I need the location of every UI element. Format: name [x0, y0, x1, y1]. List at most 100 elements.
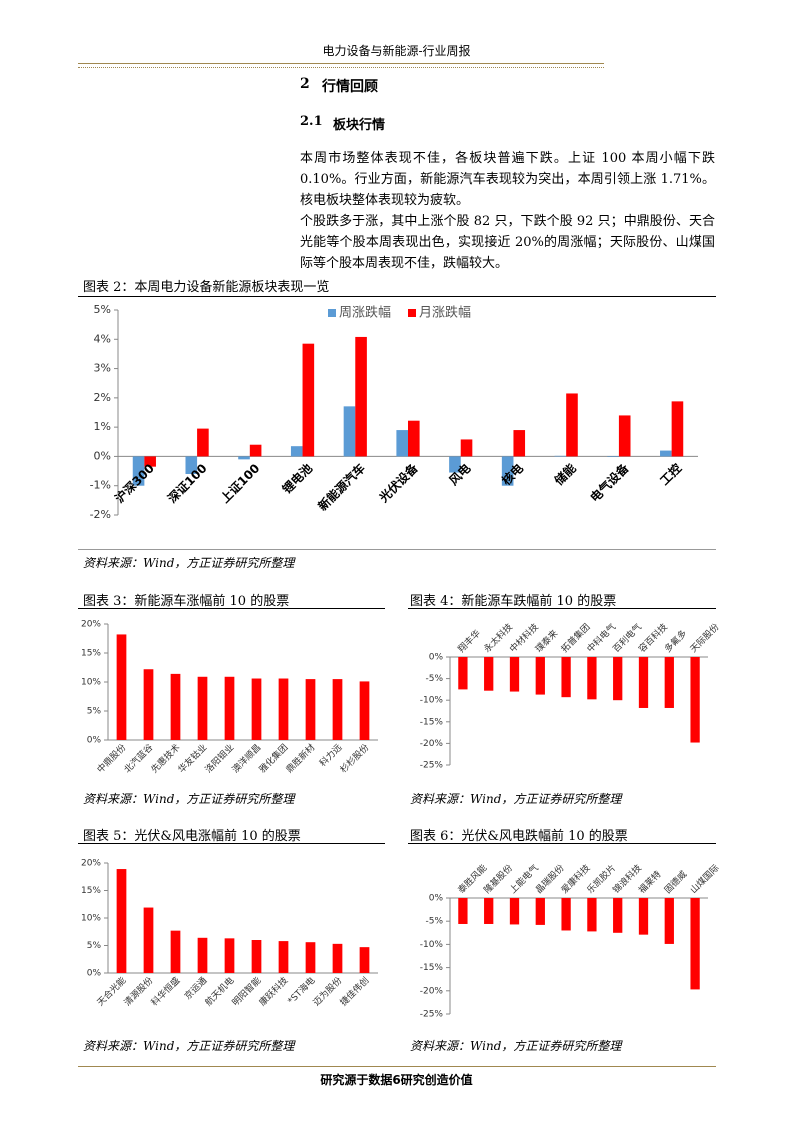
y-tick-label: -20%: [420, 739, 444, 749]
figure-caption: 图表 5：光伏&风电涨幅前 10 的股票: [83, 829, 301, 844]
y-tick-label: -25%: [420, 1010, 444, 1020]
bar: [535, 898, 545, 925]
x-tick-label: 澳洋顺昌: [229, 741, 263, 775]
y-tick-label: 20%: [81, 859, 101, 869]
x-tick-label: 京运通: [182, 974, 210, 1002]
bar: [484, 657, 494, 691]
x-tick-label: 新能源汽车: [315, 460, 368, 513]
bar: [197, 937, 208, 973]
source: 资料来源：Wind，方正证券研究所整理: [410, 1039, 622, 1053]
legend-label: 周涨跌幅: [339, 305, 391, 321]
bar: [484, 898, 494, 924]
bar: [664, 657, 674, 708]
x-tick-label: 固德威: [662, 868, 690, 896]
y-tick-label: -20%: [420, 986, 444, 996]
bar: [197, 676, 208, 740]
header-rule: [78, 63, 604, 64]
bar: [396, 430, 408, 457]
y-tick-label: 0%: [87, 736, 102, 746]
bar: [513, 430, 526, 457]
bar: [224, 938, 235, 973]
y-tick-label: 1%: [94, 420, 111, 433]
bar: [305, 942, 316, 973]
y-tick-label: 0%: [87, 969, 102, 979]
y-tick-label: -2%: [90, 508, 111, 521]
rule: [78, 549, 716, 550]
bar: [566, 393, 578, 457]
bar: [224, 676, 235, 740]
bar: [332, 943, 343, 973]
y-tick-label: 0%: [429, 894, 444, 904]
x-tick-label: 上证100: [217, 460, 262, 505]
chart: -2%-1%0%1%2%3%4%5%沪深300 深证100 上证100 锂电池 新能源汽…: [90, 303, 698, 521]
section-title: 行情回顾: [322, 79, 378, 95]
x-tick-label: 工控: [657, 460, 685, 488]
x-tick-label: 航天机电: [202, 974, 236, 1008]
x-tick-label: 储能: [551, 460, 579, 488]
bar: [501, 456, 514, 486]
bar: [613, 657, 623, 701]
y-tick-label: -15%: [420, 717, 444, 727]
y-tick-label: 15%: [81, 649, 101, 659]
section-number: 2: [300, 76, 310, 92]
bar: [116, 869, 127, 973]
bar: [143, 907, 154, 973]
y-tick-label: 10%: [81, 678, 101, 688]
x-tick-label: 光伏设备: [375, 460, 421, 506]
x-tick-label: 杉杉股份: [337, 741, 371, 775]
bar: [664, 898, 674, 944]
y-tick-label: 15%: [81, 886, 101, 896]
y-tick-label: 4%: [94, 332, 111, 345]
x-tick-label: 中鼎股份: [94, 741, 128, 775]
bar: [460, 439, 473, 457]
bar: [613, 898, 623, 933]
bar: [132, 456, 145, 486]
bar: [535, 657, 545, 695]
bar: [170, 930, 181, 973]
bar: [449, 456, 461, 473]
chart: 0% 5% 10% 15% 20% 中鼎股份北汽蓝谷先惠技术华友钴业洛阳钼业澳洋顺昌雅化集…: [81, 620, 378, 775]
bar: [197, 428, 209, 457]
y-tick-label: -1%: [90, 479, 111, 492]
bar: [671, 401, 684, 457]
figure-caption: 图表 3：新能源车涨幅前 10 的股票: [83, 594, 290, 609]
y-tick-label: 20%: [81, 620, 101, 630]
bar: [660, 450, 672, 457]
legend-label: 月涨跌幅: [419, 305, 471, 321]
bar: [587, 898, 597, 932]
chart: -25%-20%-15%-10%-5%0%泰胜风能隆基股份上能电气晶瑞股份爱康科…: [420, 862, 722, 1020]
y-tick-label: 0%: [429, 653, 444, 663]
rule: [78, 296, 716, 297]
bar: [561, 898, 571, 931]
rule: [78, 843, 385, 844]
y-tick-label: -15%: [420, 963, 444, 973]
x-tick-label: 电气设备: [587, 460, 632, 505]
source: 资料来源：Wind，方正证券研究所整理: [83, 792, 295, 806]
bar: [278, 678, 289, 740]
x-tick-label: 锂电池: [279, 460, 315, 496]
subsection-number: 2.1: [300, 114, 323, 129]
x-tick-label: 科力远: [317, 741, 345, 769]
x-tick-label: 翔丰华: [455, 627, 483, 655]
bar: [116, 634, 127, 740]
x-tick-label: 华友钴业: [175, 741, 209, 775]
x-tick-label: 天合光能: [94, 974, 128, 1008]
y-tick-label: -10%: [420, 696, 444, 706]
x-tick-label: 天际股份: [688, 621, 722, 655]
bar: [238, 456, 250, 460]
x-tick-label: 明阳智能: [229, 974, 263, 1008]
bar: [290, 446, 303, 457]
x-tick-label: 山煤国际: [688, 862, 722, 896]
bar: [355, 336, 367, 457]
y-tick-label: 2%: [94, 391, 111, 404]
x-tick-label: 迈为股份: [310, 974, 344, 1008]
y-tick-label: 5%: [94, 303, 111, 316]
x-tick-label: 洛阳钼业: [202, 741, 236, 775]
bar: [359, 947, 370, 973]
bar: [251, 678, 262, 740]
paragraph: 个股跌多于涨，其中上涨个股 82 只，下跌个股 92 只；中鼎股份、天合光能等个…: [300, 214, 715, 271]
bar: [278, 941, 289, 973]
y-tick-label: -5%: [425, 917, 443, 927]
figure-caption: 图表 4：新能源车跌幅前 10 的股票: [410, 594, 617, 609]
